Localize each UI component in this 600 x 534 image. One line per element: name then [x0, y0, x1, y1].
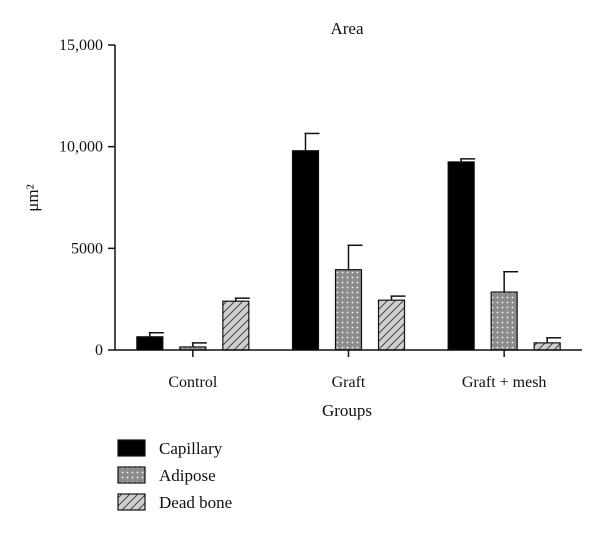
error-bars	[148, 132, 562, 347]
bar-adipose	[490, 291, 518, 351]
bar-dead-bone	[533, 342, 561, 351]
y-tick-label: 5000	[71, 240, 103, 257]
bar-dead-bone	[222, 300, 250, 351]
y-axis-title: μm²	[23, 184, 42, 211]
y-axis: 0 5000 10,000 15,000	[59, 37, 116, 359]
legend-label: Dead bone	[159, 493, 232, 512]
y-tick-label: 0	[95, 342, 103, 359]
bar-dead-bone	[377, 299, 406, 351]
legend-label: Capillary	[159, 439, 223, 458]
legend: Capillary Adipose Dead bone	[117, 439, 232, 512]
bar-capillary	[447, 161, 475, 351]
legend-swatch-dead-bone	[117, 493, 146, 511]
x-tick-label: Graft	[332, 374, 366, 391]
y-tick-label: 10,000	[59, 139, 103, 156]
x-axis-title: Groups	[322, 401, 372, 420]
legend-swatch-capillary	[117, 439, 146, 457]
x-axis: Control Graft Graft + mesh	[115, 349, 582, 391]
legend-swatch-adipose	[117, 466, 146, 484]
chart-title: Area	[330, 19, 363, 38]
legend-label: Adipose	[159, 466, 216, 485]
bar-adipose	[334, 269, 363, 351]
x-tick-label: Control	[168, 374, 217, 391]
bar-capillary	[291, 150, 320, 351]
x-tick-label: Graft + mesh	[462, 374, 547, 391]
bars	[136, 150, 561, 351]
y-tick-label: 15,000	[59, 37, 103, 54]
bar-capillary	[136, 336, 164, 351]
